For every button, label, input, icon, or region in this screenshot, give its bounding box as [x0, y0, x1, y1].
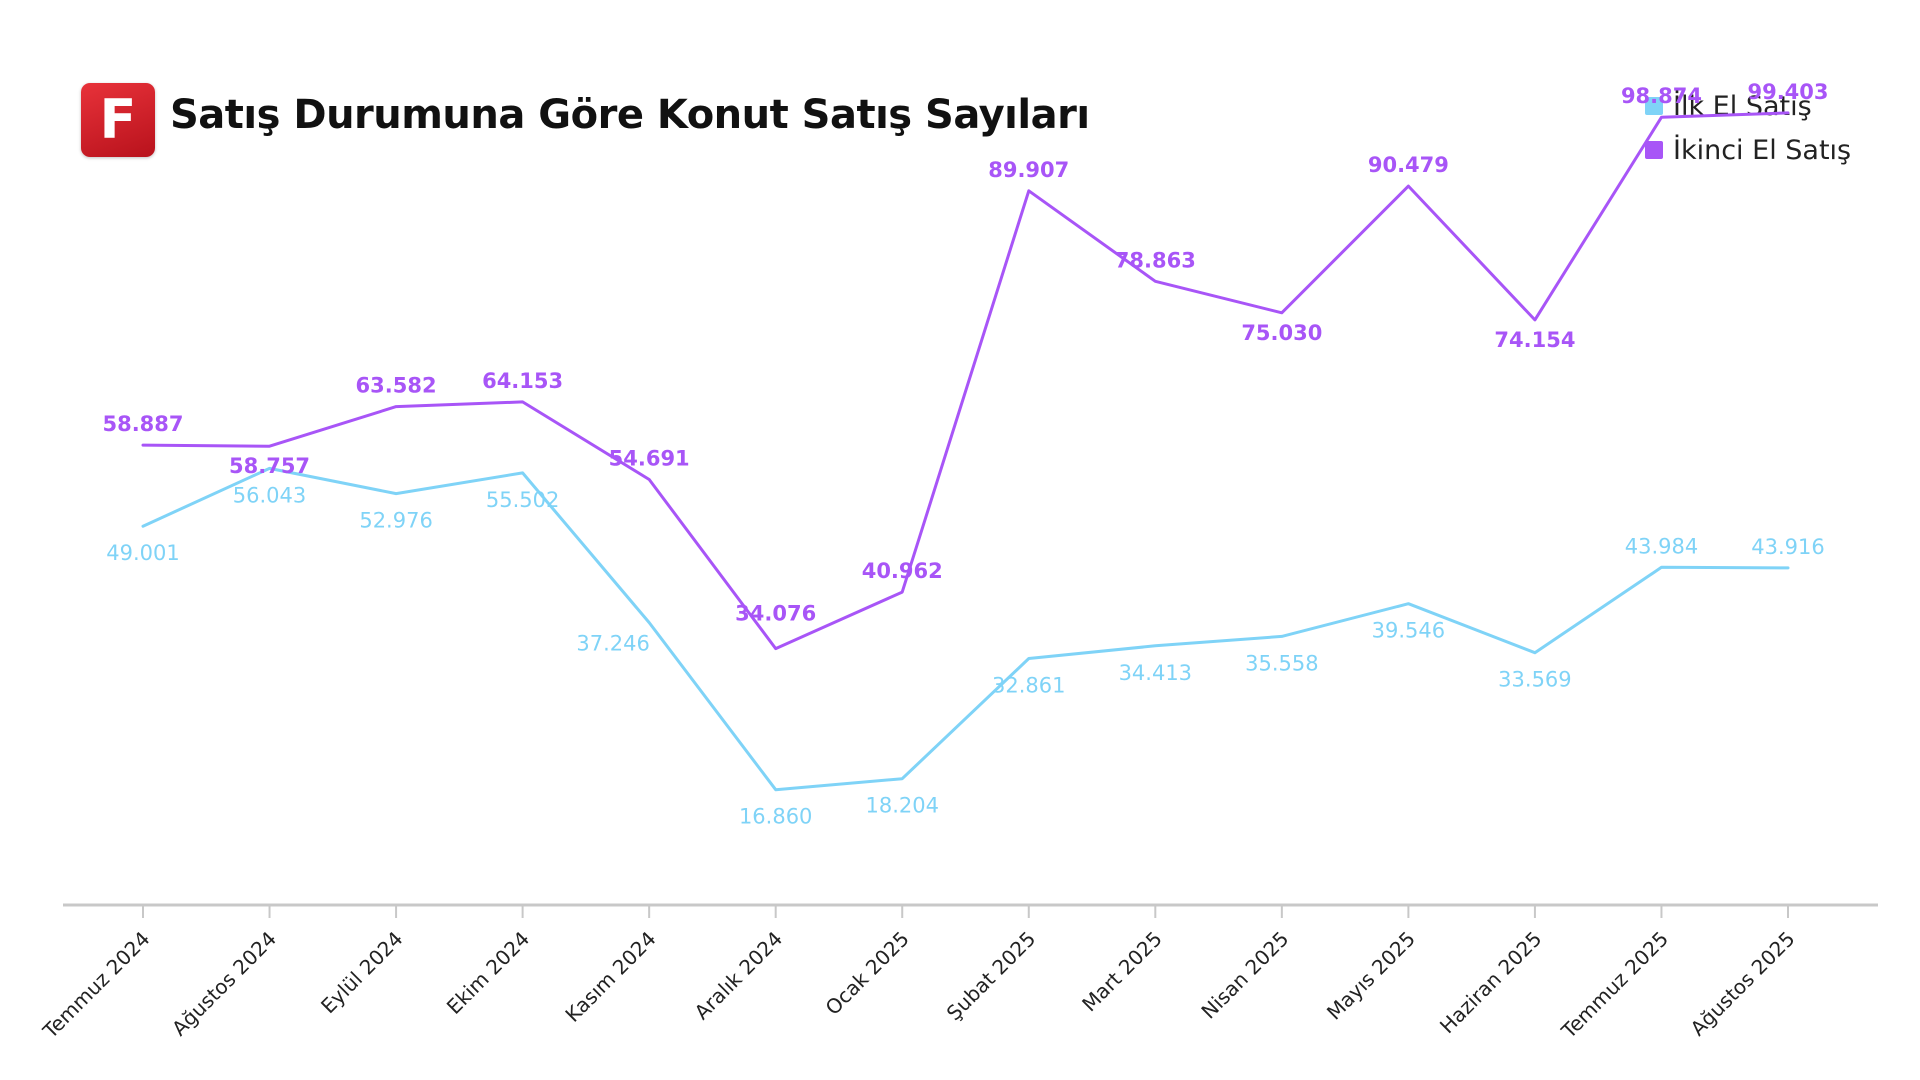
series-line-second-hand [141, 111, 1790, 651]
data-label-first-hand: 55.502 [486, 488, 559, 512]
data-label-first-hand: 39.546 [1372, 619, 1445, 643]
x-tick-label: Ağustos 2024 [167, 927, 281, 1041]
x-tick-label: Temmuz 2024 [37, 927, 154, 1044]
data-label-first-hand: 43.984 [1625, 534, 1698, 558]
x-tick-label: Ekim 2024 [442, 927, 534, 1019]
legend: İlk El Satış İkinci El Satış [1645, 84, 1851, 172]
legend-swatch-first-hand [1645, 97, 1663, 115]
data-label-second-hand: 89.907 [988, 158, 1069, 182]
data-label-second-hand: 90.479 [1368, 153, 1449, 177]
x-tick-label: Ocak 2025 [821, 927, 914, 1020]
data-label-second-hand: 78.863 [1115, 248, 1196, 272]
data-label-first-hand: 18.204 [865, 794, 938, 818]
data-label-first-hand: 16.860 [739, 805, 812, 829]
data-label-second-hand: 74.154 [1494, 328, 1575, 352]
data-label-second-hand: 64.153 [482, 369, 563, 393]
data-label-second-hand: 58.887 [102, 412, 183, 436]
x-tick-label: Mart 2025 [1077, 927, 1167, 1017]
data-label-first-hand: 34.413 [1119, 661, 1192, 685]
data-label-second-hand: 40.962 [862, 559, 943, 583]
legend-swatch-second-hand [1645, 141, 1663, 159]
data-label-first-hand: 37.246 [576, 632, 649, 656]
series-line-first-hand [141, 466, 1790, 792]
data-label-first-hand: 35.558 [1245, 651, 1318, 675]
x-tick-label: Aralık 2024 [690, 927, 788, 1025]
data-label-second-hand: 54.691 [609, 447, 690, 471]
data-label-first-hand: 56.043 [233, 483, 306, 507]
legend-item-second-hand: İkinci El Satış [1645, 128, 1851, 172]
x-tick-label: Eylül 2024 [316, 927, 408, 1019]
data-label-first-hand: 32.861 [992, 674, 1065, 698]
x-tick-label: Temmuz 2025 [1556, 927, 1673, 1044]
brand-logo: F [81, 83, 155, 157]
legend-label-second-hand: İkinci El Satış [1673, 134, 1852, 166]
data-label-second-hand: 98.874 [1621, 84, 1702, 108]
data-label-first-hand: 49.001 [106, 541, 179, 565]
data-label-first-hand: 33.569 [1498, 668, 1571, 692]
x-tick-label: Haziran 2025 [1435, 927, 1547, 1039]
data-label-second-hand: 75.030 [1241, 321, 1322, 345]
x-tick-label: Şubat 2025 [942, 927, 1041, 1026]
data-label-second-hand: 34.076 [735, 602, 816, 626]
data-label-second-hand: 63.582 [356, 374, 437, 398]
x-tick-label: Ağustos 2025 [1686, 927, 1800, 1041]
data-label-first-hand: 52.976 [359, 509, 432, 533]
data-label-second-hand: 58.757 [229, 454, 310, 478]
x-tick-label: Mayıs 2025 [1322, 927, 1420, 1025]
x-tick-label: Nisan 2025 [1196, 927, 1293, 1024]
x-tick-label: Kasım 2024 [560, 927, 660, 1027]
chart-title: Satış Durumuna Göre Konut Satış Sayıları [170, 92, 1090, 138]
data-label-second-hand: 99.403 [1747, 80, 1828, 104]
data-label-first-hand: 43.916 [1751, 535, 1824, 559]
logo-letter: F [99, 88, 137, 151]
